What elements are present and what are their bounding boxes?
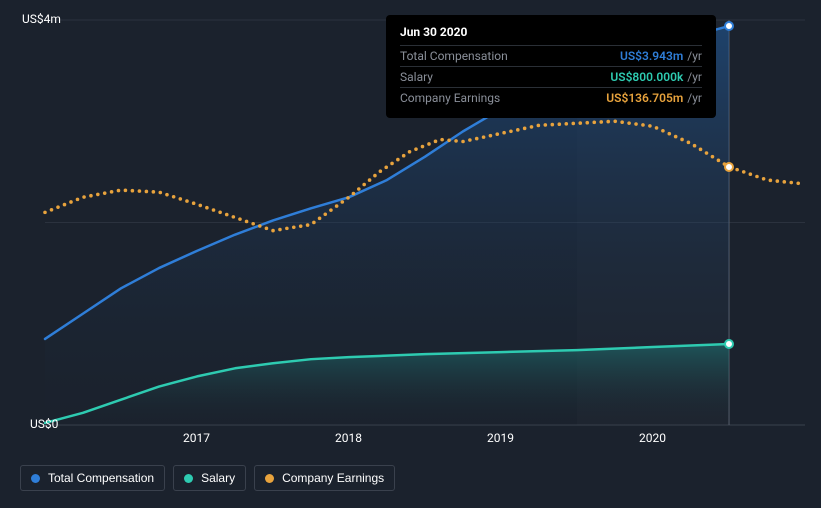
legend-label: Salary bbox=[201, 471, 235, 485]
y-tick-top: US$4m bbox=[22, 12, 61, 26]
legend-label: Company Earnings bbox=[282, 471, 384, 485]
x-tick-2020: 2020 bbox=[639, 431, 666, 445]
legend-dot-icon bbox=[31, 474, 40, 483]
end-marker-salary bbox=[724, 339, 734, 349]
tooltip-unit: /yr bbox=[687, 49, 702, 63]
tooltip-unit: /yr bbox=[687, 91, 702, 105]
legend-dot-icon bbox=[265, 474, 274, 483]
tooltip-value: US$3.943m bbox=[620, 49, 683, 63]
legend-item-earnings[interactable]: Company Earnings bbox=[254, 465, 395, 491]
tooltip-label: Company Earnings bbox=[400, 91, 500, 105]
x-tick-2017: 2017 bbox=[183, 431, 210, 445]
tooltip-date: Jun 30 2020 bbox=[400, 25, 702, 39]
tooltip-label: Salary bbox=[400, 70, 433, 84]
legend-label: Total Compensation bbox=[48, 471, 154, 485]
y-tick-bottom: US$0 bbox=[30, 417, 58, 431]
x-tick-2018: 2018 bbox=[335, 431, 362, 445]
chart-legend: Total Compensation Salary Company Earnin… bbox=[20, 465, 395, 491]
compensation-chart: US$4m US$0 2017 2018 2019 2020 Jun 30 20… bbox=[0, 0, 821, 508]
tooltip-unit: /yr bbox=[687, 70, 702, 84]
tooltip-value: US$800.000k bbox=[610, 70, 683, 84]
legend-item-total-comp[interactable]: Total Compensation bbox=[20, 465, 165, 491]
chart-tooltip: Jun 30 2020 Total Compensation US$3.943m… bbox=[386, 15, 716, 118]
tooltip-label: Total Compensation bbox=[400, 49, 508, 63]
x-tick-2019: 2019 bbox=[487, 431, 514, 445]
tooltip-row-salary: Salary US$800.000k/yr bbox=[400, 66, 702, 87]
tooltip-value: US$136.705m bbox=[606, 91, 683, 105]
tooltip-row-total-comp: Total Compensation US$3.943m/yr bbox=[400, 45, 702, 66]
legend-dot-icon bbox=[184, 474, 193, 483]
tooltip-row-earnings: Company Earnings US$136.705m/yr bbox=[400, 87, 702, 108]
end-marker-earnings bbox=[724, 162, 734, 172]
end-marker-total-comp bbox=[724, 21, 734, 31]
legend-item-salary[interactable]: Salary bbox=[173, 465, 246, 491]
